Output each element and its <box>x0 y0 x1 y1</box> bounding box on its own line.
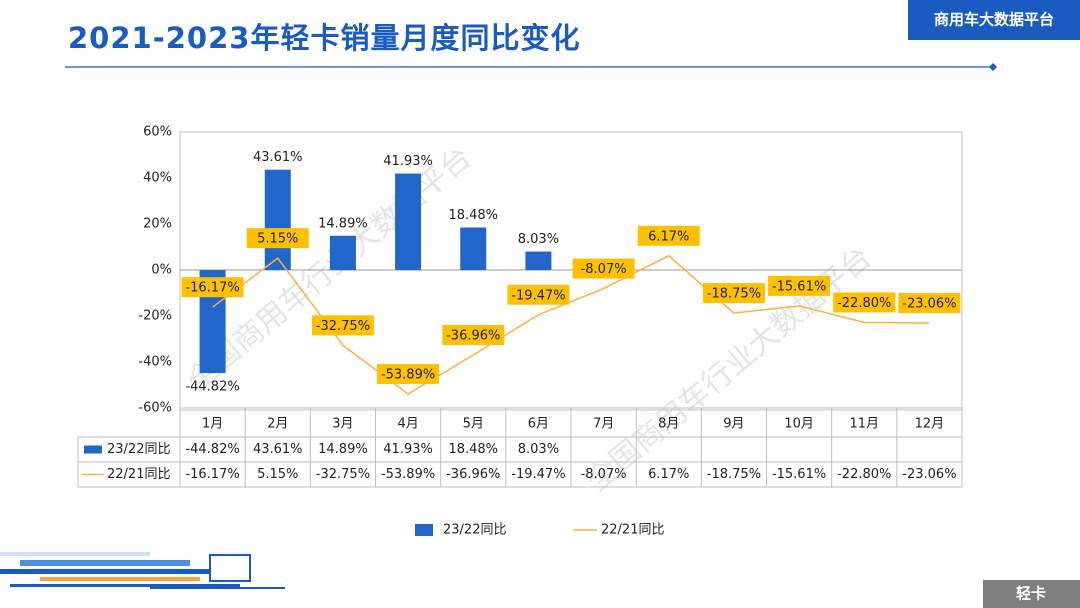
bar <box>395 173 422 270</box>
legend-swatch <box>415 524 433 536</box>
data-label: 41.93% <box>383 154 433 169</box>
legend-label: 23/22同比 <box>443 523 506 538</box>
badge <box>908 0 1080 40</box>
data-label: 14.89% <box>318 216 368 231</box>
bar <box>460 227 487 270</box>
data-label: 8.03% <box>518 232 559 247</box>
footer-box <box>983 580 1080 608</box>
y-tick-label: -20% <box>138 309 172 324</box>
data-label: -19.47% <box>511 288 565 303</box>
label-box <box>898 293 961 314</box>
x-tick-label: 9月 <box>723 417 744 432</box>
table-cell: -19.47% <box>511 467 565 482</box>
table-cell: 6.17% <box>648 467 689 482</box>
bar <box>264 169 291 270</box>
data-label: -8.07% <box>581 262 627 277</box>
table-cell: 5.15% <box>257 467 298 482</box>
y-tick-label: -40% <box>138 355 172 370</box>
y-tick-label: 20% <box>143 217 172 232</box>
data-label: 43.61% <box>253 150 303 165</box>
table-cell: -32.75% <box>316 467 370 482</box>
table-cell: 41.93% <box>383 442 433 457</box>
y-tick-label: 40% <box>143 171 172 186</box>
label-box <box>507 284 570 305</box>
x-tick-label: 4月 <box>397 417 418 432</box>
label-box <box>311 315 374 336</box>
data-label: 5.15% <box>257 232 298 247</box>
table-cell: 14.89% <box>318 442 368 457</box>
table-series-name: 23/22同比 <box>107 442 170 457</box>
label-box <box>572 258 635 279</box>
bar <box>329 235 356 270</box>
x-tick-label: 8月 <box>658 417 679 432</box>
data-label: -23.06% <box>902 297 956 312</box>
bar <box>525 251 552 270</box>
slide-title: 2021-2023年轻卡销量月度同比变化 <box>68 21 580 55</box>
table-cell: -36.96% <box>446 467 500 482</box>
decoration <box>0 552 285 589</box>
data-label: -32.75% <box>316 319 370 334</box>
data-label: -44.82% <box>185 380 239 395</box>
table-cell: -44.82% <box>185 442 239 457</box>
table-cell: -23.06% <box>902 467 956 482</box>
table-cell: -8.07% <box>581 467 627 482</box>
label-box <box>377 363 440 384</box>
x-tick-label: 12月 <box>915 417 945 432</box>
table-cell: -15.61% <box>772 467 826 482</box>
table-cell: 18.48% <box>448 442 498 457</box>
data-label: -15.61% <box>772 279 826 294</box>
table-cell: -53.89% <box>381 467 435 482</box>
table-cell: -18.75% <box>707 467 761 482</box>
y-tick-label: -60% <box>138 401 172 416</box>
rule-diamond <box>989 63 997 71</box>
data-label: -22.80% <box>837 296 891 311</box>
data-label: -18.75% <box>707 287 761 302</box>
y-tick-label: 60% <box>143 125 172 140</box>
data-label: 6.17% <box>648 229 689 244</box>
table-series-name: 22/21同比 <box>107 467 170 482</box>
label-box <box>768 275 831 296</box>
label-box <box>442 325 505 346</box>
label-box <box>833 292 896 313</box>
x-tick-label: 11月 <box>849 417 879 432</box>
y-tick-label: 0% <box>151 263 172 278</box>
data-label: 18.48% <box>448 208 498 223</box>
label-box <box>702 283 765 304</box>
watermark: 全国商用车行业大数据平台 <box>580 240 878 498</box>
x-tick-label: 10月 <box>784 417 814 432</box>
badge-text: 商用车大数据平台 <box>934 11 1054 29</box>
data-label: -53.89% <box>381 367 435 382</box>
table-cell: -16.17% <box>185 467 239 482</box>
data-label: -36.96% <box>446 329 500 344</box>
x-tick-label: 5月 <box>463 417 484 432</box>
x-tick-label: 2月 <box>267 417 288 432</box>
table-cell: 8.03% <box>518 442 559 457</box>
x-tick-label: 6月 <box>528 417 549 432</box>
legend-swatch <box>84 445 102 454</box>
legend-label: 22/21同比 <box>601 523 664 538</box>
x-tick-label: 3月 <box>332 417 353 432</box>
x-tick-label: 1月 <box>202 417 223 432</box>
label-box <box>246 228 309 249</box>
footer-text: 轻卡 <box>1016 585 1046 603</box>
label-box <box>637 225 700 246</box>
table-cell: 43.61% <box>253 442 303 457</box>
label-box <box>181 277 244 298</box>
table-cell: -22.80% <box>837 467 891 482</box>
data-label: -16.17% <box>185 281 239 296</box>
x-tick-label: 7月 <box>593 417 614 432</box>
